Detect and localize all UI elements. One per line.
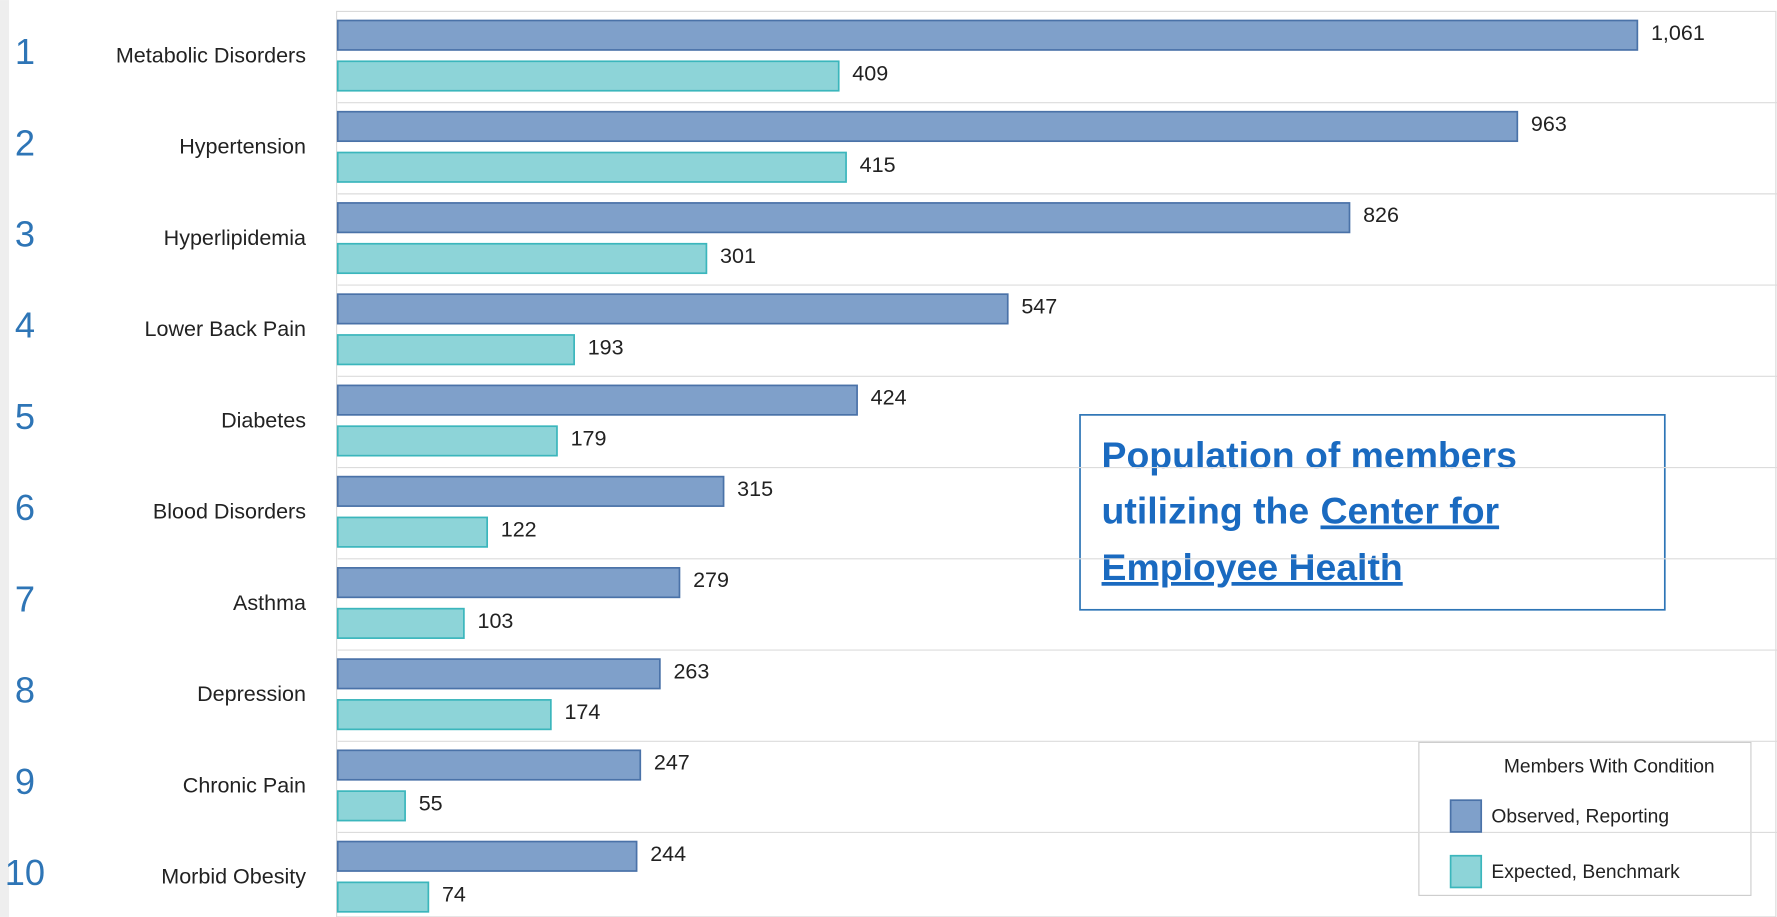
annotation-link: Center for xyxy=(1321,489,1500,531)
bar xyxy=(336,749,642,781)
value-label: 409 xyxy=(852,62,888,86)
value-label: 247 xyxy=(654,751,690,775)
category-label: Morbid Obesity xyxy=(161,865,306,889)
bar xyxy=(336,384,858,416)
value-label: 1,061 xyxy=(1651,21,1705,45)
bar xyxy=(336,334,575,366)
value-label: 263 xyxy=(673,659,709,683)
category-label: Depression xyxy=(197,682,306,706)
row-number: 2 xyxy=(15,122,35,163)
value-label: 103 xyxy=(477,609,513,633)
value-label: 301 xyxy=(720,244,756,268)
row-number: 6 xyxy=(15,487,35,528)
legend-swatch xyxy=(1449,854,1483,889)
annotation-line: Population of members xyxy=(1102,434,1517,476)
category-label: Hypertension xyxy=(179,135,306,159)
legend-label: Observed, Reporting xyxy=(1491,806,1669,827)
bar xyxy=(336,881,430,913)
value-label: 122 xyxy=(501,518,537,542)
category-label: Diabetes xyxy=(221,408,306,432)
bar xyxy=(336,19,1639,51)
category-label: Hyperlipidemia xyxy=(164,226,306,250)
bar xyxy=(336,790,406,822)
row-number: 9 xyxy=(15,761,35,802)
bar xyxy=(336,242,708,275)
value-label: 415 xyxy=(860,153,896,177)
value-label: 244 xyxy=(650,842,686,866)
bar xyxy=(336,607,465,639)
annotation-link: Employee Health xyxy=(1102,546,1403,588)
annotation-box xyxy=(1079,414,1666,611)
value-label: 963 xyxy=(1531,112,1567,136)
bar xyxy=(336,475,725,507)
left-strip xyxy=(0,0,10,917)
bar xyxy=(336,840,638,872)
row-number: 10 xyxy=(5,852,45,893)
category-label: Chronic Pain xyxy=(183,773,306,797)
annotation-line: utilizing the Center for xyxy=(1102,489,1500,531)
bar xyxy=(336,293,1009,325)
row-number: 3 xyxy=(15,214,35,255)
bar xyxy=(336,60,840,92)
category-label: Asthma xyxy=(233,591,306,615)
row-number: 7 xyxy=(15,578,35,619)
bar xyxy=(336,425,558,457)
value-label: 179 xyxy=(571,426,607,450)
row-number: 1 xyxy=(15,31,35,72)
value-label: 55 xyxy=(419,791,443,815)
category-label: Blood Disorders xyxy=(153,500,306,524)
bar xyxy=(336,567,681,599)
legend-swatch xyxy=(1449,799,1483,833)
bar xyxy=(336,151,847,183)
category-label: Lower Back Pain xyxy=(145,317,306,341)
annotation-text: utilizing the xyxy=(1102,489,1310,531)
value-label: 547 xyxy=(1021,294,1057,318)
value-label: 315 xyxy=(737,477,773,501)
bar xyxy=(336,699,552,731)
legend-label: Expected, Benchmark xyxy=(1491,862,1680,883)
bar xyxy=(336,110,1519,143)
bar xyxy=(336,516,489,548)
category-label: Metabolic Disorders xyxy=(116,43,306,67)
row-number: 5 xyxy=(15,396,35,437)
bar xyxy=(336,202,1351,234)
row-number: 4 xyxy=(15,305,35,346)
bar xyxy=(336,658,661,690)
value-label: 279 xyxy=(693,568,729,592)
legend-title: Members With Condition xyxy=(1504,756,1715,777)
row-number: 8 xyxy=(15,670,35,711)
value-label: 74 xyxy=(442,883,466,907)
value-label: 193 xyxy=(588,335,624,359)
value-label: 424 xyxy=(871,386,907,410)
value-label: 826 xyxy=(1363,203,1399,227)
value-label: 174 xyxy=(564,700,600,724)
